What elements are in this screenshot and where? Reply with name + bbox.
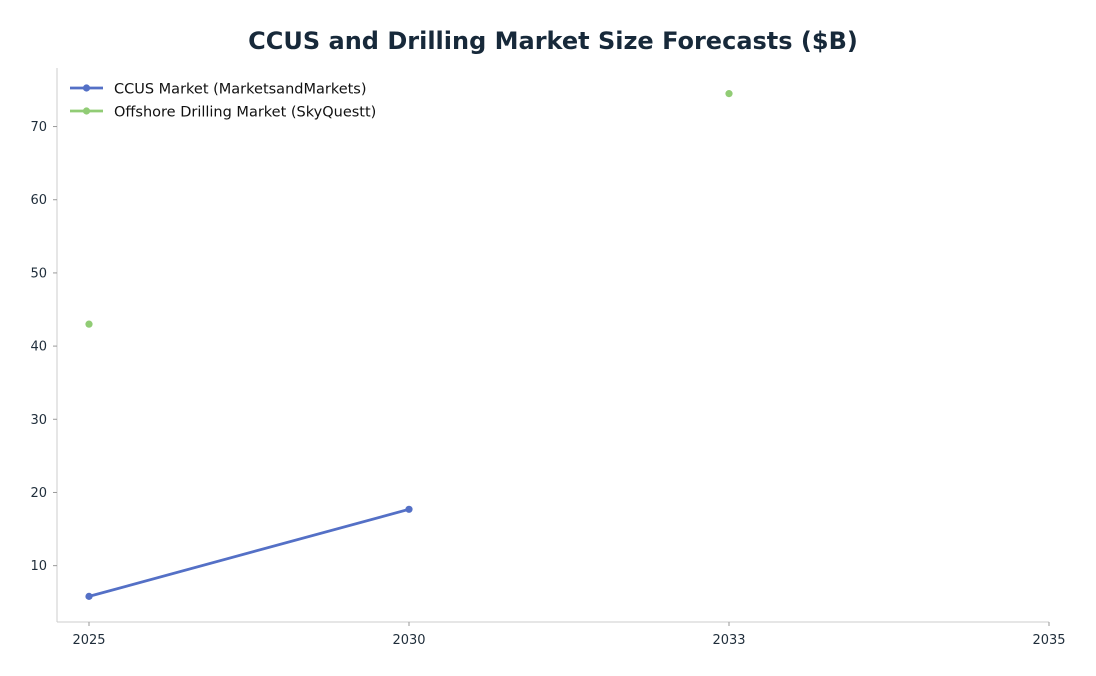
series-line	[87, 507, 411, 598]
legend-item: Offshore Drilling Market (SkyQuestt)	[70, 105, 376, 121]
y-tick-label: 50	[30, 266, 47, 281]
y-tick-label: 30	[30, 413, 47, 428]
series-0	[85, 505, 413, 600]
y-tick-label: 60	[30, 193, 47, 208]
x-tick-label: 2035	[1032, 633, 1065, 648]
series-1	[85, 90, 733, 328]
data-point	[85, 592, 93, 600]
data-point	[725, 90, 733, 98]
legend-item: CCUS Market (MarketsandMarkets)	[70, 82, 367, 98]
data-point	[85, 320, 93, 328]
x-tick-label: 2030	[392, 633, 425, 648]
legend-swatch-marker	[82, 84, 91, 92]
legend: CCUS Market (MarketsandMarkets) Offshore …	[70, 82, 376, 121]
legend-label: Offshore Drilling Market (SkyQuestt)	[114, 105, 376, 121]
legend-label: CCUS Market (MarketsandMarkets)	[114, 82, 367, 98]
x-tick-label: 2025	[72, 633, 105, 648]
y-tick-label: 20	[30, 486, 47, 501]
y-tick-label: 40	[30, 340, 47, 355]
y-tick-label: 70	[30, 120, 47, 135]
chart-title: CCUS and Drilling Market Size Forecasts …	[248, 27, 858, 55]
legend-swatch-marker	[82, 107, 91, 115]
y-tick-label: 10	[30, 559, 47, 574]
x-tick-label: 2033	[712, 633, 745, 648]
series-layer	[85, 90, 733, 600]
data-point	[405, 505, 413, 513]
